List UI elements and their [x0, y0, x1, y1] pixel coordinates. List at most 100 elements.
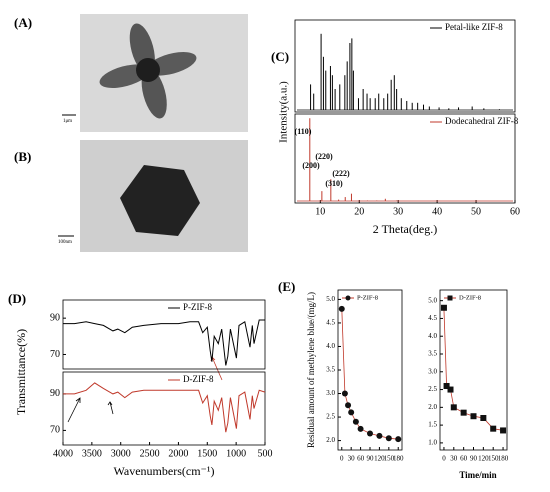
legend-label: D-ZIF-8: [459, 294, 481, 301]
x-axis-label: 2 Theta(deg.): [373, 222, 437, 236]
legend-label: Dodecahedral ZIF-8: [445, 116, 519, 126]
y-tick-label: 3.5: [326, 366, 335, 374]
x-tick-label: 90: [470, 455, 478, 463]
y-tick-label: 4.0: [428, 332, 437, 340]
marker: [460, 409, 467, 416]
marker: [500, 427, 507, 434]
x-tick-label: 1500: [197, 448, 217, 459]
y-tick-label: 4.0: [326, 342, 335, 350]
y-tick-label: 3.0: [428, 367, 437, 375]
panel-label: (E): [278, 279, 295, 294]
x-tick-label: 50: [471, 206, 481, 217]
legend-label: P-ZIF-8: [357, 294, 378, 301]
arrow: [67, 397, 114, 423]
y-tick-label: 3.0: [326, 389, 335, 397]
x-tick-label: 4000: [53, 448, 73, 459]
plot-frame: [62, 371, 266, 446]
y-tick-label: 5.0: [428, 296, 437, 304]
marker: [443, 383, 450, 389]
x-tick-label: 0: [442, 455, 446, 463]
marker: [450, 404, 457, 411]
panel-label: (D): [8, 291, 26, 306]
x-tick-label: 20: [354, 206, 364, 217]
plot-frame: [337, 289, 403, 451]
legend-label: Petal-like ZIF-8: [445, 22, 503, 32]
marker: [385, 435, 392, 442]
panel-label: (A): [14, 15, 32, 30]
plot-frame: [439, 289, 508, 451]
y-tick-label: 2.5: [428, 385, 437, 393]
y-tick-label: 4.5: [428, 314, 437, 322]
marker: [338, 305, 345, 312]
y-tick-label: 90: [50, 312, 60, 323]
x-tick-label: 150: [384, 455, 395, 463]
scale-bar-label: 1μm: [63, 119, 72, 124]
legend-label: D-ZIF-8: [183, 374, 214, 384]
x-tick-label: 180: [393, 455, 404, 463]
x-tick-label: 500: [258, 448, 273, 459]
x-tick-label: 40: [432, 206, 442, 217]
y-tick-label: 4.5: [326, 319, 335, 327]
marker: [341, 390, 348, 397]
x-tick-label: 60: [510, 206, 520, 217]
marker: [395, 436, 402, 443]
hexagon-particle: [120, 165, 200, 236]
x-axis-label: Wavenumbers(cm⁻¹): [114, 464, 215, 478]
x-tick-label: 1000: [226, 448, 246, 459]
peak-label: (110): [295, 127, 312, 136]
y-axis-label: Residual amount of methylene blue/(mg/L): [306, 292, 316, 448]
marker: [348, 409, 355, 416]
y-tick-label: 90: [50, 388, 60, 399]
x-tick-label: 10: [315, 206, 325, 217]
x-axis-label: Time/min: [459, 470, 496, 480]
x-tick-label: 180: [498, 455, 509, 463]
y-tick-label: 1.5: [428, 421, 437, 429]
marker: [470, 413, 477, 420]
marker: [490, 425, 497, 432]
legend-marker: [345, 295, 351, 301]
marker: [352, 418, 359, 425]
y-axis-label: Transmittance(%): [14, 329, 28, 415]
x-tick-label: 60: [460, 455, 468, 463]
y-tick-label: 2.0: [428, 403, 437, 411]
y-tick-label: 3.5: [428, 350, 437, 358]
plot-frame: [294, 19, 516, 113]
y-tick-label: 70: [50, 349, 60, 360]
x-tick-label: 120: [478, 455, 489, 463]
data-line: [63, 382, 266, 433]
peak-label: (310): [325, 179, 343, 188]
y-tick-label: 2.5: [326, 413, 335, 421]
legend-label: P-ZIF-8: [183, 302, 212, 312]
marker: [447, 386, 454, 393]
data-line: [341, 308, 399, 440]
petal-particle: [99, 23, 197, 119]
x-tick-label: 3500: [82, 448, 102, 459]
peak-label: (222): [332, 169, 350, 178]
marker: [345, 402, 352, 409]
panel-label: (B): [14, 149, 31, 164]
peak-label: (200): [302, 161, 320, 170]
y-tick-label: 5.0: [326, 295, 335, 303]
panel-label: (C): [271, 49, 289, 64]
marker: [367, 430, 373, 437]
x-tick-label: 0: [340, 455, 344, 463]
x-tick-label: 30: [393, 206, 403, 217]
y-tick-label: 70: [50, 425, 60, 436]
x-tick-label: 150: [488, 455, 499, 463]
x-tick-label: 30: [450, 455, 458, 463]
x-tick-label: 2500: [140, 448, 160, 459]
y-tick-label: 2.0: [326, 436, 335, 444]
y-tick-label: 1.0: [428, 438, 437, 446]
plot-frame: [294, 113, 516, 204]
x-tick-label: 90: [367, 455, 375, 463]
scale-bar-label: 100nm: [58, 240, 72, 245]
x-tick-label: 30: [348, 455, 356, 463]
marker: [480, 415, 487, 421]
data-line: [443, 307, 504, 431]
marker: [357, 425, 364, 432]
x-tick-label: 120: [374, 455, 385, 463]
marker: [376, 432, 383, 439]
data-line: [63, 319, 265, 366]
plot-frame: [62, 299, 266, 370]
